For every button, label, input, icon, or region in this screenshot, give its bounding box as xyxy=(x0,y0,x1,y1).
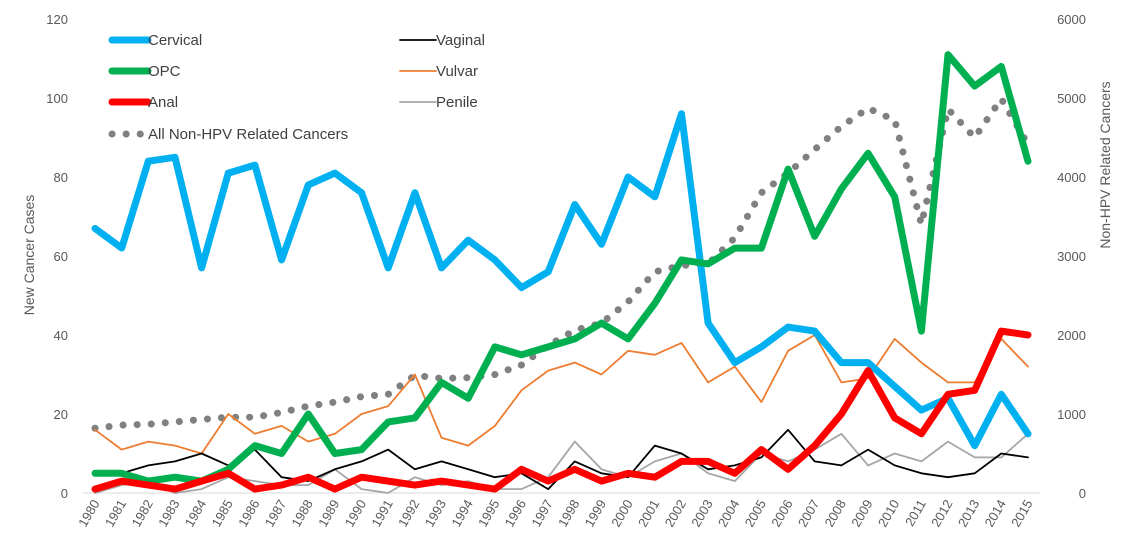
x-tick-label: 2002 xyxy=(662,497,689,530)
y-tick-label: 100 xyxy=(46,91,68,106)
x-tick-label: 2006 xyxy=(768,497,795,530)
series-layer xyxy=(91,51,1032,494)
series-line-vulvar xyxy=(94,334,1029,455)
x-tick-label: 2009 xyxy=(848,497,875,530)
y2-tick-label: 3000 xyxy=(1057,249,1086,264)
legend-label-vaginal: Vaginal xyxy=(436,32,485,49)
y2-tick-label: 2000 xyxy=(1057,328,1086,343)
y-tick-label: 40 xyxy=(54,328,68,343)
series-line-penile xyxy=(94,432,1029,494)
x-tick-label: 1982 xyxy=(128,497,155,530)
y2-tick-label: 5000 xyxy=(1057,91,1086,106)
x-tick-label: 1985 xyxy=(208,497,235,530)
x-tick-label: 1997 xyxy=(528,497,555,530)
y2-axis-title: Non-HPV Related Cancers xyxy=(1097,81,1113,248)
y-axis-title: New Cancer Cases xyxy=(21,195,37,316)
x-tick-label: 1981 xyxy=(102,497,129,530)
series-line-opc xyxy=(91,51,1032,485)
x-tick-label: 1988 xyxy=(288,497,315,530)
x-tick-label: 2000 xyxy=(608,497,635,530)
legend-label-opc: OPC xyxy=(148,63,181,80)
x-tick-label: 1983 xyxy=(155,497,182,530)
x-tick-label: 2015 xyxy=(1008,497,1035,530)
y-tick-label: 0 xyxy=(61,486,68,501)
x-tick-label: 2013 xyxy=(955,497,982,530)
x-tick-label: 1992 xyxy=(395,497,422,530)
y2-tick-label: 0 xyxy=(1079,486,1086,501)
x-tick-label: 1984 xyxy=(182,497,209,530)
x-tick-label: 1991 xyxy=(368,497,395,530)
x-tick-label: 1980 xyxy=(75,497,102,530)
y-tick-label: 80 xyxy=(54,170,68,185)
x-tick-label: 1994 xyxy=(448,497,475,530)
x-tick-label: 2014 xyxy=(981,497,1008,530)
x-tick-label: 2004 xyxy=(715,497,742,530)
series-line-anal xyxy=(91,327,1032,493)
chart-legend: Cervical Vaginal OPC Vulvar Anal Penile All No… xyxy=(108,32,485,143)
legend-label-all-non-hpv-related-cancers: All Non-HPV Related Cancers xyxy=(148,126,348,143)
y2-tick-label: 6000 xyxy=(1057,12,1086,27)
x-tick-label: 1999 xyxy=(582,497,609,530)
x-tick-label: 1996 xyxy=(502,497,529,530)
legend-label-vulvar: Vulvar xyxy=(436,63,478,80)
x-tick-label: 2005 xyxy=(742,497,769,530)
series-line-all-non-hpv-related-cancers xyxy=(91,95,1032,432)
x-tick-label: 1995 xyxy=(475,497,502,530)
y2-tick-label: 4000 xyxy=(1057,170,1086,185)
x-tick-label: 1998 xyxy=(555,497,582,530)
x-tick-label: 1987 xyxy=(262,497,289,530)
x-tick-label: 2008 xyxy=(822,497,849,530)
x-tick-label: 2011 xyxy=(902,497,929,529)
y2-tick-label: 1000 xyxy=(1057,407,1086,422)
legend-label-penile: Penile xyxy=(436,94,478,111)
x-tick-label: 2003 xyxy=(688,497,715,530)
x-tick-label: 1993 xyxy=(422,497,449,530)
x-tick-label: 1990 xyxy=(342,497,369,530)
x-tick-label: 1986 xyxy=(235,497,262,530)
x-tick-label: 2012 xyxy=(928,497,955,530)
legend-label-cervical: Cervical xyxy=(148,32,202,49)
x-tick-label: 1989 xyxy=(315,497,342,530)
x-tick-label: 2010 xyxy=(875,497,902,530)
legend-label-anal: Anal xyxy=(148,94,178,111)
y-tick-label: 60 xyxy=(54,249,68,264)
x-tick-label: 2007 xyxy=(795,497,822,530)
y-tick-label: 120 xyxy=(46,12,68,27)
x-tick-label: 2001 xyxy=(635,497,662,530)
y-tick-label: 20 xyxy=(54,407,68,422)
series-line-cervical xyxy=(91,110,1032,450)
